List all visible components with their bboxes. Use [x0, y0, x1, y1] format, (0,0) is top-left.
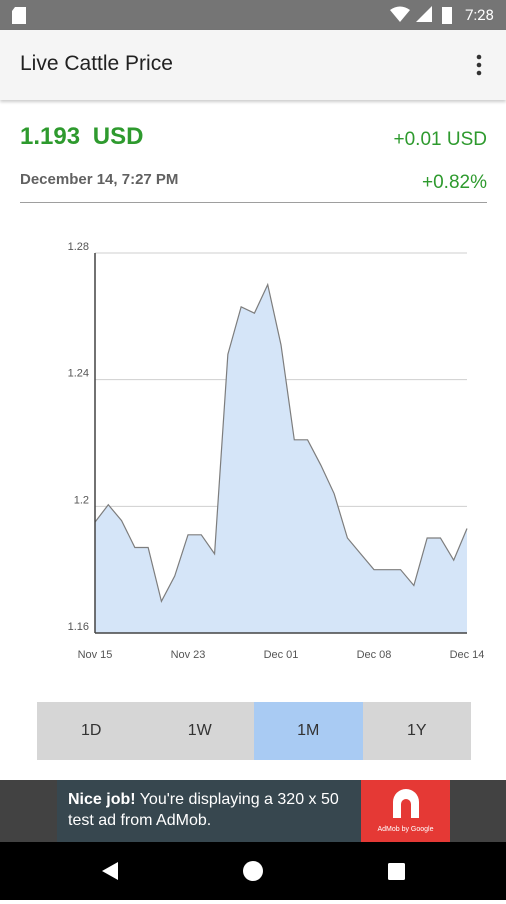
back-button[interactable]: [102, 862, 118, 880]
home-button[interactable]: [243, 861, 263, 881]
status-bar: 7:28: [0, 0, 506, 30]
y-tick-label: 1.2: [74, 494, 89, 506]
ad-headline: Nice job!: [68, 791, 136, 808]
price-value: 1.193: [20, 123, 81, 150]
range-button[interactable]: 1D: [37, 702, 146, 760]
chart: 1.16 1.2 1.24 1.28 Nov 15 Nov 23 Dec 01 Dec 08 D…: [68, 241, 485, 661]
ad-text: Nice job! You're displaying a 320 x 50 t…: [68, 789, 358, 831]
sd-icon: [12, 7, 26, 24]
x-tick-label: Dec 14: [450, 649, 485, 661]
ad-body: You're displaying a 320 x 50 test ad fro…: [68, 791, 339, 829]
x-tick-label: Dec 08: [357, 649, 392, 661]
ad-brand: AdMob by Google: [377, 826, 434, 833]
range-button[interactable]: 1W: [145, 702, 254, 760]
recents-button[interactable]: [388, 863, 405, 880]
x-tick-label: Dec 01: [264, 649, 299, 661]
line: [94, 282, 468, 604]
app-title: Live Cattle Price: [20, 52, 173, 75]
y-tick-label: 1.24: [68, 368, 89, 380]
change: +0.01 USD: [393, 129, 487, 150]
y-tick-label: 1.28: [68, 241, 89, 253]
range-button[interactable]: 1M: [254, 702, 363, 760]
x-tick-label: Nov 23: [171, 649, 206, 661]
ad-logo: AdMob by Google: [361, 780, 450, 842]
change-percent: +0.82%: [422, 172, 487, 193]
app-bar: Live Cattle Price: [0, 30, 506, 100]
status-time: 7:28: [465, 6, 494, 24]
overflow-menu[interactable]: [474, 53, 484, 77]
status-icons: [390, 6, 452, 24]
area-fill: [95, 284, 467, 633]
range-button[interactable]: 1Y: [362, 702, 471, 760]
divider: [20, 202, 487, 203]
quote-date: December 14, 7:27 PM: [20, 171, 179, 188]
y-tick-label: 1.16: [68, 621, 89, 633]
ad-banner[interactable]: Nice job! You're displaying a 320 x 50 t…: [0, 780, 506, 842]
currency: USD: [92, 123, 144, 150]
x-tick-label: Nov 15: [78, 649, 113, 661]
nav-bar: [0, 842, 506, 900]
price: 1.193 USD: [20, 123, 143, 151]
